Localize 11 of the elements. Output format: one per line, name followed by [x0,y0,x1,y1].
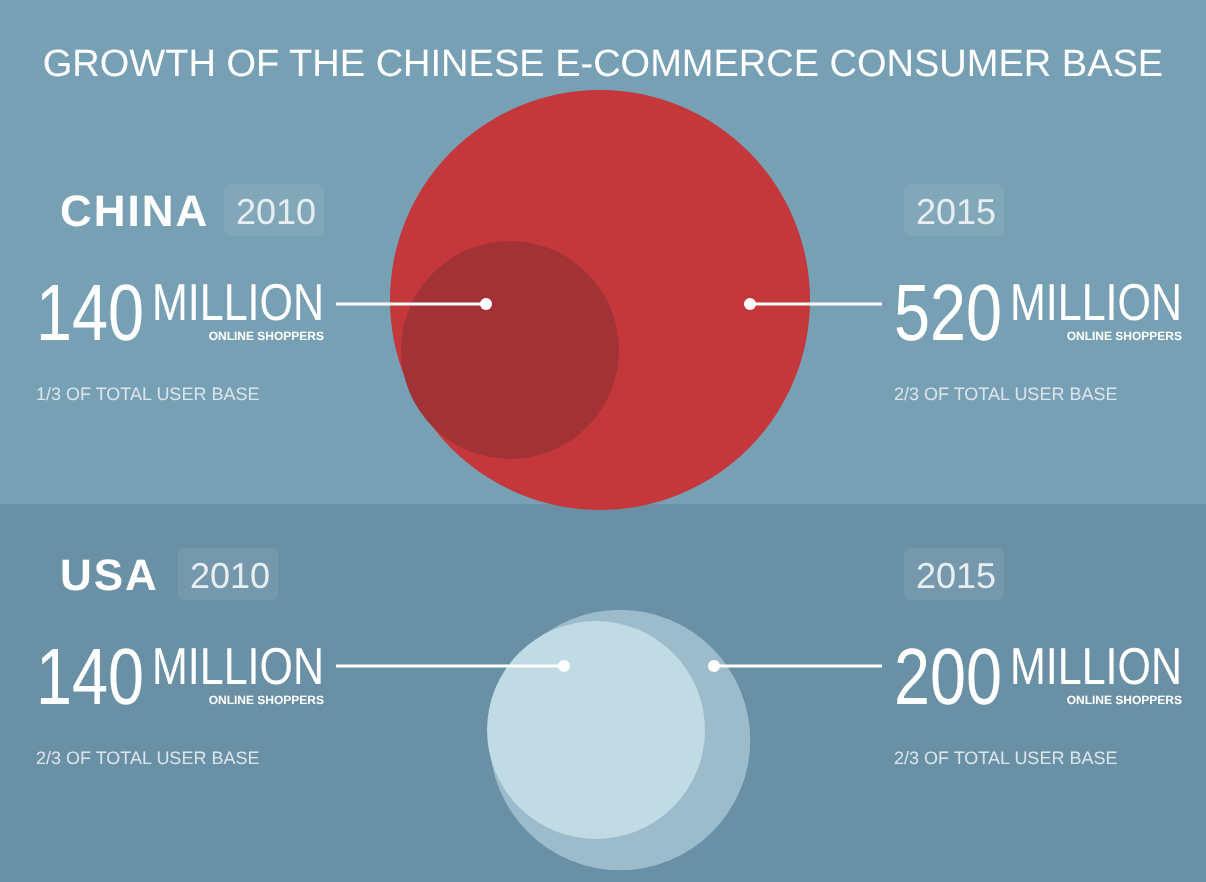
text: 2/3 OF TOTAL USER BASE [894,748,1118,768]
category-label: 2015 [916,192,997,232]
text: GROWTH OF THE CHINESE E-COMMERCE CONSUMER BASE [42,44,1164,86]
text: CHINA [60,186,210,236]
category-label: 2010 [236,192,317,232]
category-label: 2015 [916,556,997,596]
text: 2/3 OF TOTAL USER BASE [894,384,1118,404]
category-label: 2010 [190,556,271,596]
text: 1/3 OF TOTAL USER BASE [36,384,260,404]
legend-label: USA [60,550,159,600]
text: 2/3 OF TOTAL USER BASE [36,748,260,768]
